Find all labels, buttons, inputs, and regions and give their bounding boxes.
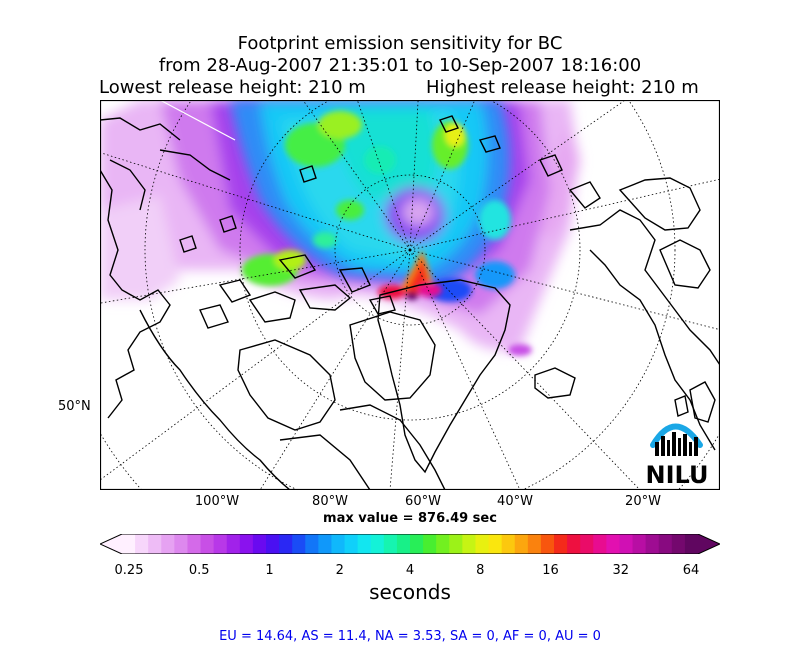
highest-release-height: Highest release height: 210 m — [426, 77, 699, 98]
colorbar-cell — [423, 534, 437, 554]
colorbar-tick-label: 1 — [265, 563, 274, 578]
colorbar-cell — [187, 534, 202, 554]
colorbar-cell — [449, 534, 463, 554]
colorbar-cell — [501, 534, 516, 554]
lon-label-100w: 100°W — [194, 494, 240, 509]
colorbar-cell — [436, 534, 450, 554]
lon-label-20w: 20°W — [625, 494, 661, 509]
colorbar-tick-label: 8 — [476, 563, 485, 578]
colorbar-cell — [122, 534, 136, 554]
colorbar-extend-max — [698, 534, 720, 554]
colorbar-cell — [567, 534, 581, 554]
colorbar-cell — [161, 534, 175, 554]
colorbar-tick-label: 2 — [335, 563, 344, 578]
nilu-logo-icon — [650, 423, 703, 456]
coastlines — [100, 115, 720, 490]
colorbar-cell — [174, 534, 189, 554]
colorbar-tick-label: 0.5 — [188, 563, 210, 578]
colorbar-cell — [200, 534, 215, 554]
colorbar-cell — [331, 534, 346, 554]
colorbar-cell — [292, 534, 306, 554]
colorbar-tick-label: 16 — [542, 563, 559, 578]
colorbar-cell — [645, 534, 660, 554]
sensitivity-field — [100, 100, 580, 356]
colorbar-cell — [252, 534, 267, 554]
lowest-release-height: Lowest release height: 210 m — [99, 77, 366, 98]
colorbar-cell — [514, 534, 529, 554]
colorbar-cell — [540, 534, 555, 554]
colorbar-tick-label: 0.25 — [114, 563, 144, 578]
plot-title: Footprint emission sensitivity for BC — [237, 33, 563, 54]
colorbar-cell — [266, 534, 280, 554]
colorbar-unit-label: seconds — [369, 580, 451, 604]
colorbar-cell — [580, 534, 594, 554]
nilu-logo-text: NILU — [646, 461, 709, 489]
graticule — [100, 100, 720, 490]
time-range: from 28-Aug-2007 21:35:01 to 10-Sep-2007… — [158, 55, 642, 76]
colorbar-tick-label: 4 — [405, 563, 415, 578]
lon-label-40w: 40°W — [497, 494, 533, 509]
colorbar-cell — [135, 534, 149, 554]
footprint-map: NILU — [100, 100, 720, 490]
region-stats: EU = 14.64, AS = 11.4, NA = 3.53, SA = 0… — [219, 629, 601, 644]
colorbar-cell — [370, 534, 385, 554]
lon-label-80w: 80°W — [312, 494, 348, 509]
colorbar-cell — [318, 534, 333, 554]
colorbar-cell — [357, 534, 372, 554]
colorbar-cell — [671, 534, 686, 554]
lon-label-60w: 60°W — [405, 494, 441, 509]
colorbar-cell — [383, 534, 398, 554]
colorbar-cell — [213, 534, 228, 554]
colorbar-cell — [475, 534, 490, 554]
map-frame — [100, 100, 720, 490]
colorbar-tick-label: 64 — [682, 563, 700, 578]
colorbar-cell — [226, 534, 241, 554]
colorbar-cell — [239, 534, 254, 554]
colorbar-cell — [593, 534, 607, 554]
colorbar-cell — [396, 534, 411, 554]
colorbar-cell — [684, 534, 699, 554]
colorbar-cell — [305, 534, 319, 554]
lat-label-50n: 50°N — [58, 399, 91, 414]
colorbar-cell — [344, 534, 359, 554]
colorbar-cell — [632, 534, 647, 554]
colorbar-cell — [148, 534, 162, 554]
colorbar-cell — [488, 534, 503, 554]
colorbar-cell — [554, 534, 568, 554]
colorbar — [100, 534, 720, 554]
max-value: max value = 876.49 sec — [323, 511, 497, 526]
colorbar-cell — [658, 534, 673, 554]
colorbar-cell — [619, 534, 634, 554]
colorbar-cell — [410, 534, 424, 554]
colorbar-cell — [279, 534, 293, 554]
colorbar-cell — [527, 534, 542, 554]
colorbar-tick-label: 32 — [612, 563, 630, 578]
colorbar-cell — [606, 534, 621, 554]
colorbar-cell — [462, 534, 477, 554]
colorbar-extend-min — [100, 534, 122, 554]
